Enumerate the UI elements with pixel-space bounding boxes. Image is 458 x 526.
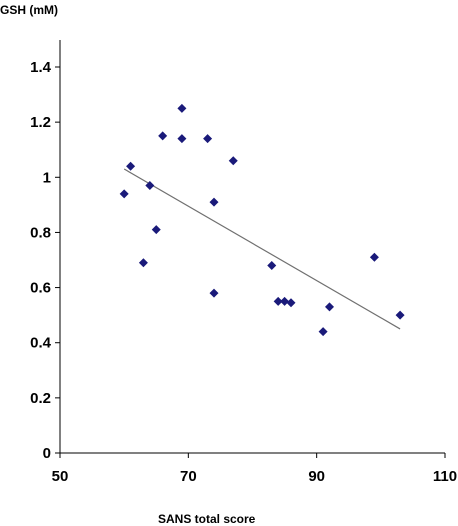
y-tick-label: 0.8: [30, 224, 51, 241]
data-point: [126, 161, 136, 171]
trendline-group: [123, 168, 401, 330]
data-point: [209, 288, 219, 298]
x-tick-label: 90: [308, 468, 325, 485]
data-point: [318, 327, 328, 337]
y-tick-label: 1.2: [30, 114, 51, 131]
data-point: [138, 258, 148, 268]
data-point: [369, 252, 379, 262]
y-tick-label: 0.2: [30, 390, 51, 407]
data-point: [209, 197, 219, 207]
data-point: [151, 225, 161, 235]
data-point: [286, 298, 296, 308]
axes: 0 0.2 0.4 0.6 0.8 1 1.2 1.4 50 70 90 110: [30, 40, 457, 485]
y-axis-title: GSH (mM): [0, 3, 58, 17]
y-tick-label: 0.4: [30, 335, 52, 352]
data-point: [145, 181, 155, 191]
data-point: [273, 296, 283, 306]
points-group: [119, 103, 405, 337]
data-point: [177, 103, 187, 113]
data-point: [203, 134, 213, 144]
x-tick-label: 50: [52, 468, 69, 485]
x-tick-label: 70: [180, 468, 197, 485]
x-tick-label: 110: [433, 468, 457, 485]
data-point: [119, 189, 129, 199]
y-tick-label: 0: [43, 445, 51, 462]
data-point: [158, 131, 168, 141]
y-tick-label: 1: [43, 169, 51, 186]
data-point: [228, 156, 238, 166]
data-point: [325, 302, 334, 312]
x-axis-title: SANS total score: [158, 512, 256, 526]
data-point: [280, 296, 290, 306]
data-point: [267, 261, 277, 271]
y-tick-label: 0.6: [30, 280, 51, 297]
data-point: [395, 310, 405, 320]
y-tick-label: 1.4: [30, 59, 52, 76]
data-point: [177, 134, 187, 144]
trendline: [123, 168, 401, 330]
